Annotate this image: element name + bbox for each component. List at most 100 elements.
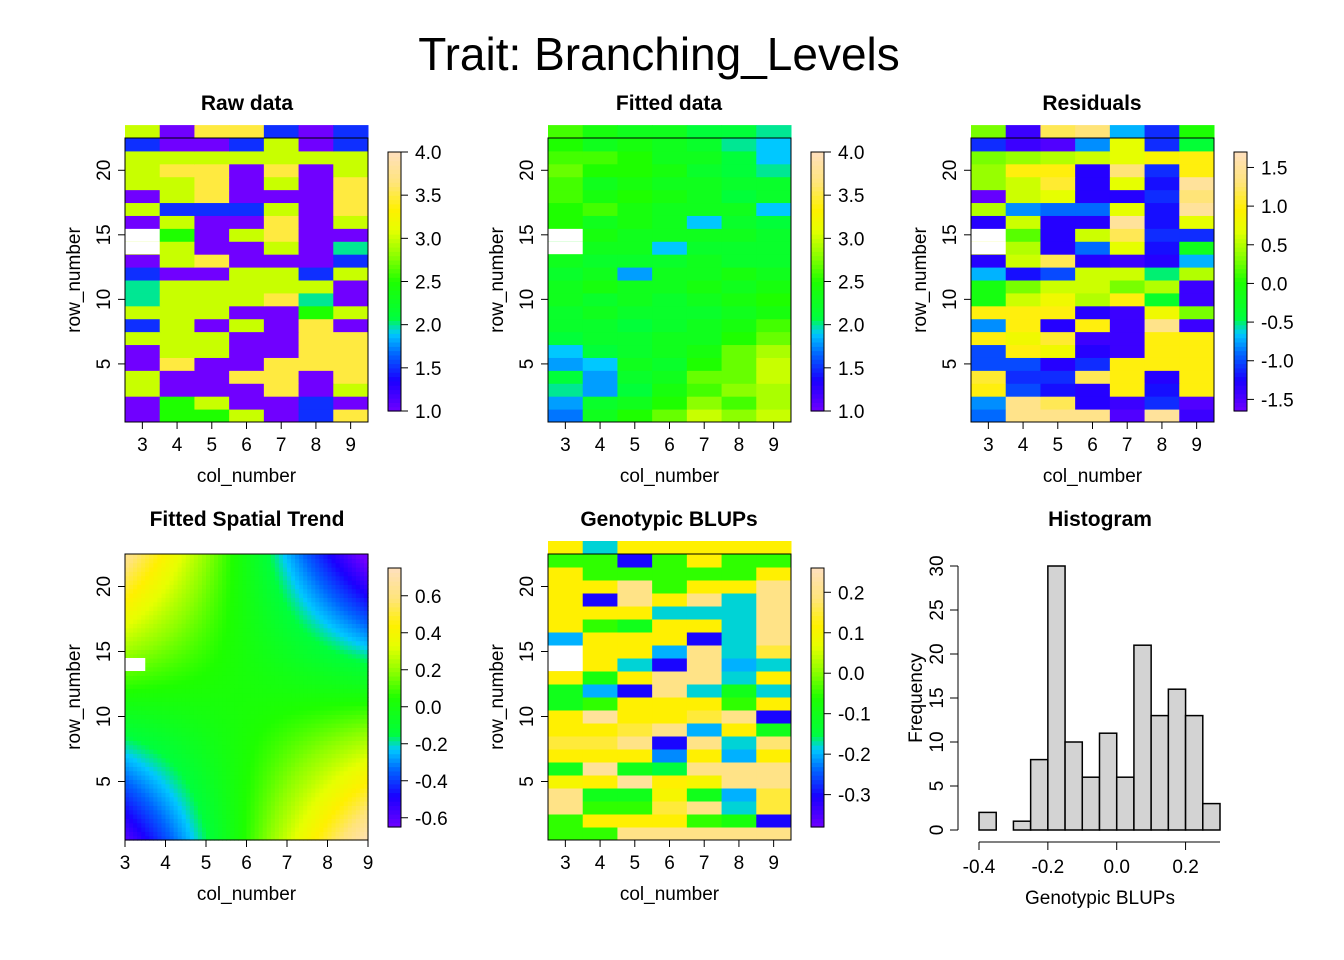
- heatmap-cell: [1144, 189, 1180, 204]
- trend-cell: [242, 697, 248, 702]
- heatmap-cell: [971, 305, 1007, 320]
- trend-cell: [234, 835, 239, 841]
- heatmap-cell: [686, 606, 723, 620]
- colorbar-band: [388, 290, 401, 296]
- y-tick-label: 5: [94, 359, 115, 370]
- trend-cell: [185, 575, 191, 581]
- trend-cell: [351, 588, 357, 594]
- trend-cell: [287, 796, 292, 802]
- trend-cell: [214, 597, 219, 603]
- trend-cell: [177, 744, 183, 750]
- trend-cell: [157, 740, 163, 746]
- trend-cell: [234, 588, 239, 594]
- heatmap-cell: [125, 254, 161, 268]
- trend-cell: [250, 731, 256, 737]
- trend-cell: [218, 757, 223, 763]
- trend-cell: [242, 649, 248, 655]
- trend-cell: [250, 580, 256, 585]
- trend-cell: [363, 653, 369, 659]
- trend-cell: [327, 645, 333, 650]
- colorbar-band: [388, 242, 401, 248]
- trend-cell: [173, 562, 179, 568]
- trend-cell: [331, 818, 337, 824]
- trend-cell: [157, 610, 163, 616]
- trend-cell: [262, 701, 268, 707]
- trend-cell: [287, 740, 292, 746]
- trend-cell: [274, 770, 280, 776]
- trend-cell: [355, 662, 361, 668]
- panel-title: Raw data: [201, 92, 294, 115]
- trend-cell: [206, 597, 211, 603]
- heatmap-cell: [756, 632, 792, 646]
- trend-cell: [185, 653, 191, 659]
- trend-cell: [201, 653, 207, 659]
- heatmap-cell: [1075, 202, 1111, 216]
- trend-cell: [355, 636, 361, 642]
- trend-cell: [323, 710, 329, 715]
- trend-cell: [254, 666, 260, 672]
- heatmap-cell: [652, 775, 688, 789]
- trend-cell: [323, 792, 329, 798]
- trend-cell: [262, 827, 268, 832]
- heatmap-cell: [1109, 396, 1146, 410]
- trend-cell: [201, 575, 207, 581]
- trend-cell: [153, 675, 158, 681]
- heatmap-cell: [1109, 202, 1146, 216]
- trend-cell: [270, 822, 276, 828]
- trend-cell: [307, 614, 312, 620]
- trend-cell: [137, 718, 142, 724]
- colorbar-band: [811, 173, 824, 179]
- trend-cell: [266, 770, 272, 776]
- trend-cell: [339, 575, 345, 581]
- trend-cell: [246, 606, 252, 611]
- trend-cell: [355, 666, 361, 672]
- heatmap-cell: [1075, 241, 1111, 255]
- heatmap-cell: [652, 580, 688, 594]
- trend-cell: [242, 788, 248, 793]
- trend-cell: [133, 779, 138, 785]
- trend-cell: [266, 675, 272, 681]
- trend-cell: [129, 714, 134, 720]
- trend-cell: [262, 593, 268, 598]
- trend-cell: [343, 749, 349, 754]
- trend-cell: [222, 779, 227, 785]
- trend-cell: [270, 627, 276, 633]
- trend-cell: [262, 671, 268, 676]
- trend-cell: [246, 671, 252, 676]
- colorbar-band: [388, 264, 401, 270]
- trend-cell: [242, 714, 248, 720]
- trend-cell: [323, 692, 329, 698]
- trend-cell: [153, 558, 158, 564]
- heatmap-cell: [125, 163, 161, 178]
- trend-cell: [177, 749, 183, 754]
- heatmap-cell: [229, 344, 265, 358]
- trend-cell: [319, 610, 325, 616]
- trend-cell: [173, 623, 179, 629]
- trend-cell: [238, 653, 244, 659]
- colorbar-band: [811, 199, 824, 205]
- trend-cell: [242, 775, 248, 780]
- heatmap-cell: [1109, 292, 1146, 307]
- trend-cell: [287, 822, 292, 828]
- trend-cell: [278, 718, 284, 724]
- trend-cell: [153, 584, 158, 590]
- trend-cell: [226, 562, 231, 568]
- trend-cell: [173, 809, 179, 815]
- trend-cell: [193, 714, 199, 720]
- trend-cell: [343, 770, 349, 776]
- trend-cell: [153, 723, 158, 728]
- trend-cell: [129, 575, 134, 581]
- trend-cell: [145, 818, 150, 824]
- trend-cell: [197, 749, 203, 754]
- trend-cell: [222, 580, 227, 585]
- trend-cell: [153, 736, 158, 741]
- trend-cell: [165, 580, 171, 585]
- trend-cell: [125, 740, 130, 746]
- trend-cell: [193, 666, 199, 672]
- trend-cell: [214, 580, 219, 585]
- trend-cell: [214, 701, 219, 707]
- trend-cell: [181, 796, 187, 802]
- trend-cell: [149, 658, 154, 663]
- trend-cell: [165, 809, 171, 815]
- trend-cell: [133, 610, 138, 616]
